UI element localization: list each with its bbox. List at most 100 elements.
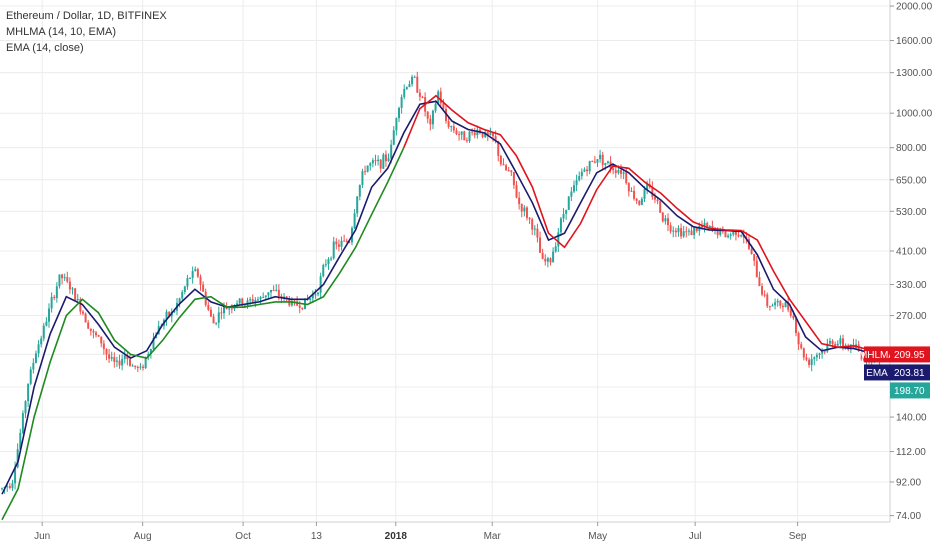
candle-body: [617, 170, 620, 173]
candle-body: [81, 311, 84, 314]
candle-body: [311, 294, 314, 299]
time-tick-label: 2018: [385, 531, 408, 542]
candle-body: [559, 218, 562, 233]
ema-line: [1, 100, 887, 495]
candle-body: [330, 258, 333, 260]
candle-body: [356, 196, 359, 214]
candle-body: [674, 230, 677, 233]
candle-body: [262, 297, 265, 299]
candle-body: [392, 130, 395, 145]
candle-body: [115, 360, 118, 362]
candle-body: [708, 225, 711, 228]
candle-body: [596, 159, 599, 163]
candle-body: [207, 304, 210, 310]
candle-body: [567, 196, 570, 210]
time-tick-label: Aug: [134, 531, 152, 542]
candle-body: [283, 296, 286, 298]
indicator-name-text: EMA: [866, 368, 888, 379]
candle-body: [455, 130, 458, 135]
candle-body: [379, 159, 382, 169]
candle-body: [126, 355, 129, 360]
candle-body: [348, 241, 351, 243]
symbol-title[interactable]: Ethereum / Dollar, 1D, BITFINEX: [6, 10, 167, 22]
candle-body: [79, 298, 82, 312]
candle-body: [779, 300, 782, 306]
candle-body: [92, 330, 95, 333]
candle-body: [212, 316, 215, 324]
candle-body: [1, 488, 3, 490]
candle-body: [578, 176, 581, 181]
price-tick-label: 530.00: [896, 207, 927, 218]
candle-body: [813, 357, 816, 360]
candle-body: [168, 311, 171, 317]
indicator-ema-label[interactable]: EMA (14, close): [6, 42, 84, 54]
candle-body: [604, 162, 607, 165]
candle-body: [523, 207, 526, 212]
candle-body: [298, 305, 301, 308]
candle-body: [789, 309, 792, 316]
candle-body: [403, 88, 406, 98]
candle-body: [753, 253, 756, 261]
candle-body: [105, 348, 108, 355]
candle-body: [400, 97, 403, 108]
price-tick-label: 74.00: [896, 511, 921, 522]
candle-body: [593, 161, 596, 163]
candle-body: [458, 134, 461, 136]
candle-body: [27, 383, 30, 402]
candle-body: [121, 358, 124, 366]
candle-body: [249, 299, 252, 301]
candle-body: [776, 300, 779, 303]
indicator-mhlma-label[interactable]: MHLMA (14, 10, EMA): [6, 26, 117, 38]
candle-body: [800, 344, 803, 349]
candle-body: [599, 154, 602, 160]
candle-body: [549, 258, 552, 263]
candle-body: [149, 349, 152, 355]
candle-body: [317, 292, 320, 295]
time-axis[interactable]: Jun Aug Oct 13 2018 Mar May Jul Sep: [34, 522, 807, 542]
candle-body: [6, 486, 9, 488]
candle-body: [416, 76, 419, 93]
candle-body: [575, 180, 578, 186]
candle-body: [620, 170, 623, 174]
candle-body: [275, 289, 278, 291]
indicator-name-tag: [864, 346, 890, 363]
candle-body: [536, 228, 539, 238]
candle-body: [677, 228, 680, 233]
candle-body: [366, 165, 369, 172]
candle-body: [826, 343, 829, 352]
candle-body: [139, 366, 142, 368]
candle-body: [630, 190, 633, 192]
price-tick-label: 112.00: [896, 447, 926, 458]
candle-body: [230, 308, 233, 310]
candle-body: [108, 354, 111, 359]
candle-body: [719, 228, 722, 235]
candle-body: [361, 171, 364, 185]
candle-body: [489, 133, 492, 135]
price-value-tag: [890, 346, 930, 363]
price-axis[interactable]: 74.0092.00112.00140.00170.00210.00270.00…: [890, 2, 932, 523]
candle-body: [515, 185, 518, 198]
candle-body: [499, 155, 502, 165]
candle-body: [42, 325, 45, 339]
candle-body: [371, 160, 374, 164]
candle-body: [465, 140, 468, 142]
candle-body: [732, 229, 735, 235]
candle-body: [345, 240, 348, 242]
candle-body: [546, 258, 549, 262]
candle-body: [627, 183, 630, 192]
candle-body: [588, 161, 591, 172]
candle-body: [792, 315, 795, 319]
candle-body: [810, 359, 813, 365]
candle-body: [831, 340, 834, 344]
candle-body: [19, 432, 22, 450]
candle-body: [377, 159, 380, 162]
price-tick-label: 330.00: [896, 280, 927, 291]
candle-body: [29, 369, 32, 384]
candle-body: [586, 169, 589, 172]
candle-body: [374, 160, 377, 162]
candle-body: [418, 92, 421, 97]
candle-body: [194, 269, 197, 272]
candle-body: [61, 274, 64, 279]
candle-body: [507, 170, 510, 172]
